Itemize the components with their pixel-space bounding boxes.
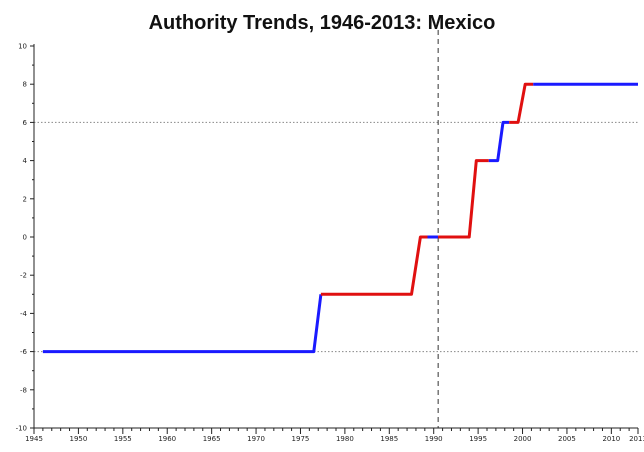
x-tick-label-10: 1995 (469, 435, 487, 443)
x-tick-label-12: 2005 (558, 435, 576, 443)
y-tick-label-10: 10 (18, 43, 27, 51)
x-tick-label-1: 1950 (69, 435, 87, 443)
y-tick-label-0: -10 (16, 425, 27, 433)
chart-title: Authority Trends, 1946-2013: Mexico (148, 12, 496, 34)
authority-trend-segment-4 (488, 120, 510, 163)
x-tick-label-0: 1945 (25, 435, 43, 443)
authority-trend-segment-1 (320, 235, 428, 296)
y-tick-label-1: -8 (20, 386, 27, 394)
y-tick-label-4: -2 (20, 272, 27, 280)
y-tick-label-7: 4 (23, 157, 28, 165)
y-tick-label-9: 8 (23, 81, 27, 89)
x-tick-label-5: 1970 (247, 435, 265, 443)
x-tick-label-7: 1980 (336, 435, 354, 443)
x-tick-label-13: 2010 (602, 435, 620, 443)
authority-trend-segment-0 (42, 294, 323, 354)
y-tick-label-8: 6 (23, 119, 28, 127)
x-tick-label-8: 1985 (380, 435, 398, 443)
x-tick-label-11: 2000 (514, 435, 532, 443)
y-tick-label-6: 2 (23, 195, 27, 203)
x-tick-label-3: 1960 (158, 435, 176, 443)
y-tick-label-3: -4 (20, 310, 28, 318)
x-tick-label-9: 1990 (425, 435, 443, 443)
x-tick-label-2: 1955 (114, 435, 132, 443)
x-tick-label-14: 2013 (629, 435, 644, 443)
y-tick-label-2: -6 (20, 348, 28, 356)
x-tick-label-6: 1975 (292, 435, 310, 443)
x-tick-label-4: 1965 (203, 435, 221, 443)
y-tick-label-5: 0 (23, 234, 27, 242)
authority-trend-segment-5 (509, 82, 534, 124)
authority-trend-segment-3 (438, 159, 489, 239)
